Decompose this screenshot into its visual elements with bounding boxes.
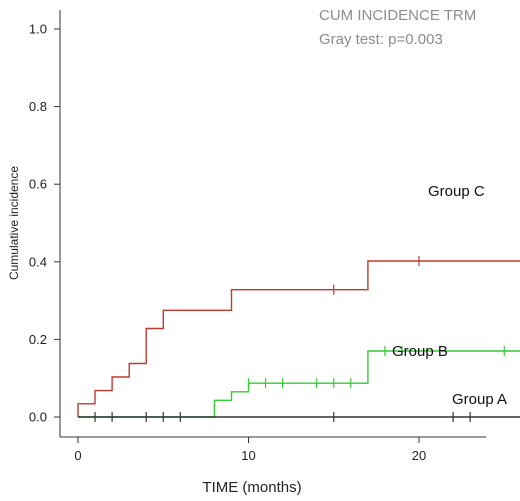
group-a-label: Group A (452, 391, 507, 408)
y-tick-label: 0.2 (29, 332, 47, 347)
y-axis-title: Cumulative incidence (7, 166, 21, 280)
y-ticks: 0.0 0.2 0.4 0.6 0.8 1.0 (29, 22, 60, 425)
axes (59, 10, 486, 438)
y-tick-label: 1.0 (29, 22, 47, 37)
chart-header-line2: Gray test: p=0.003 (319, 31, 443, 48)
group-b-label: Group B (392, 343, 448, 360)
x-ticks: 010203040 (74, 437, 426, 463)
series-layer: Group C Group B Group A (77, 183, 520, 422)
y-tick-label: 0.8 (29, 99, 47, 114)
group-c-label: Group C (428, 183, 485, 200)
y-tick-label: 0.6 (29, 177, 47, 192)
x-axis-title: TIME (months) (202, 479, 301, 496)
group-b-curve (78, 350, 520, 418)
group-c-curve (77, 260, 520, 417)
x-tick-label: 10 (241, 448, 255, 463)
y-tick-label: 0.0 (29, 410, 47, 425)
x-tick-label: 0 (74, 448, 81, 463)
labels-layer: CUM INCIDENCE TRM Gray test: p=0.003 TIM… (7, 7, 476, 496)
chart-header-line1: CUM INCIDENCE TRM (319, 7, 476, 24)
x-tick-label: 20 (412, 448, 426, 463)
y-tick-label: 0.4 (29, 254, 47, 269)
